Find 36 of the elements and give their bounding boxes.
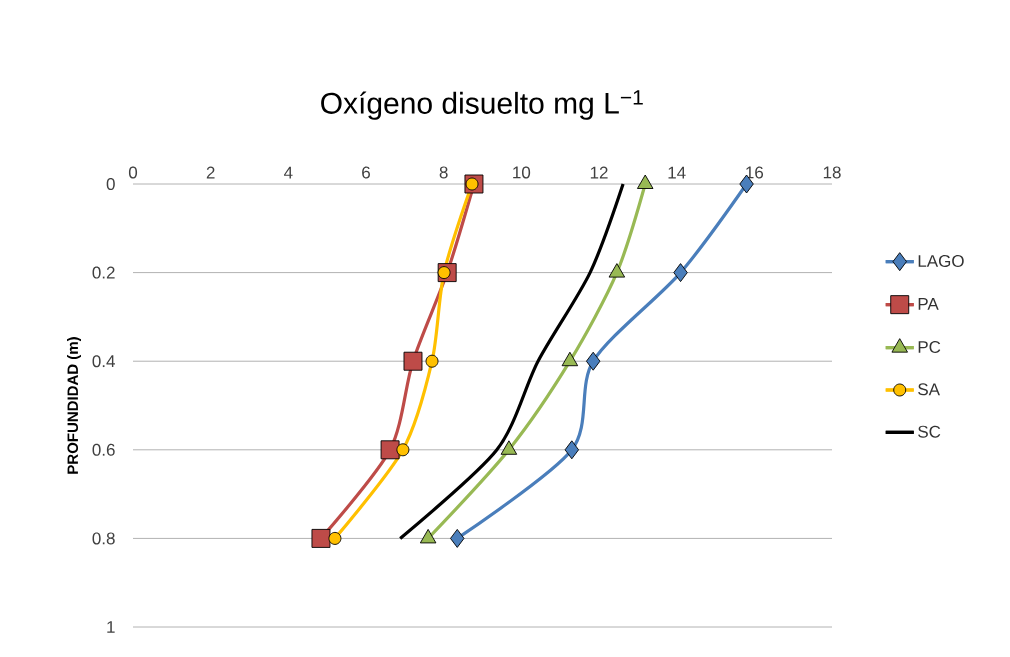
point — [328, 531, 342, 545]
point — [380, 440, 400, 460]
y-tick-label: 0.4 — [92, 355, 115, 368]
x-tick-label: 16 — [746, 166, 764, 179]
y-tick-label: 0.6 — [92, 443, 115, 456]
line-series — [398, 182, 625, 541]
y-axis-title: PROFUNDIDAD (m) — [67, 337, 81, 474]
x-tick-label: 6 — [362, 166, 370, 179]
x-tick-label: 10 — [513, 166, 531, 179]
legend-label: LAGO — [918, 254, 964, 267]
point — [425, 354, 439, 368]
legend-label: PA — [918, 298, 939, 310]
point — [403, 351, 423, 371]
point — [673, 263, 688, 283]
y-tick-label: 1 — [107, 621, 115, 633]
x-tick-label: 8 — [439, 166, 448, 179]
legend-label: SA — [918, 383, 940, 396]
point — [396, 443, 410, 457]
y-tick-label: 0 — [106, 177, 115, 191]
chart-title: Oxígeno disuelto mg L$^{−1}$ — [321, 90, 643, 120]
point — [465, 177, 479, 191]
point — [437, 266, 451, 280]
legend-label: SC — [918, 425, 941, 438]
point — [311, 528, 331, 548]
legend-label: PC — [918, 340, 941, 353]
y-tick-label: 0.8 — [92, 532, 115, 545]
x-tick-label: 14 — [668, 166, 686, 179]
point — [450, 528, 465, 548]
point — [564, 440, 580, 460]
x-tick-label: 18 — [823, 166, 841, 179]
x-tick-label: 12 — [590, 166, 608, 179]
x-tick-label: 0 — [128, 166, 138, 179]
x-tick-label: 4 — [284, 166, 293, 179]
point — [585, 351, 601, 371]
x-tick-label: 2 — [206, 166, 215, 179]
y-tick-label: 0.2 — [92, 266, 115, 279]
